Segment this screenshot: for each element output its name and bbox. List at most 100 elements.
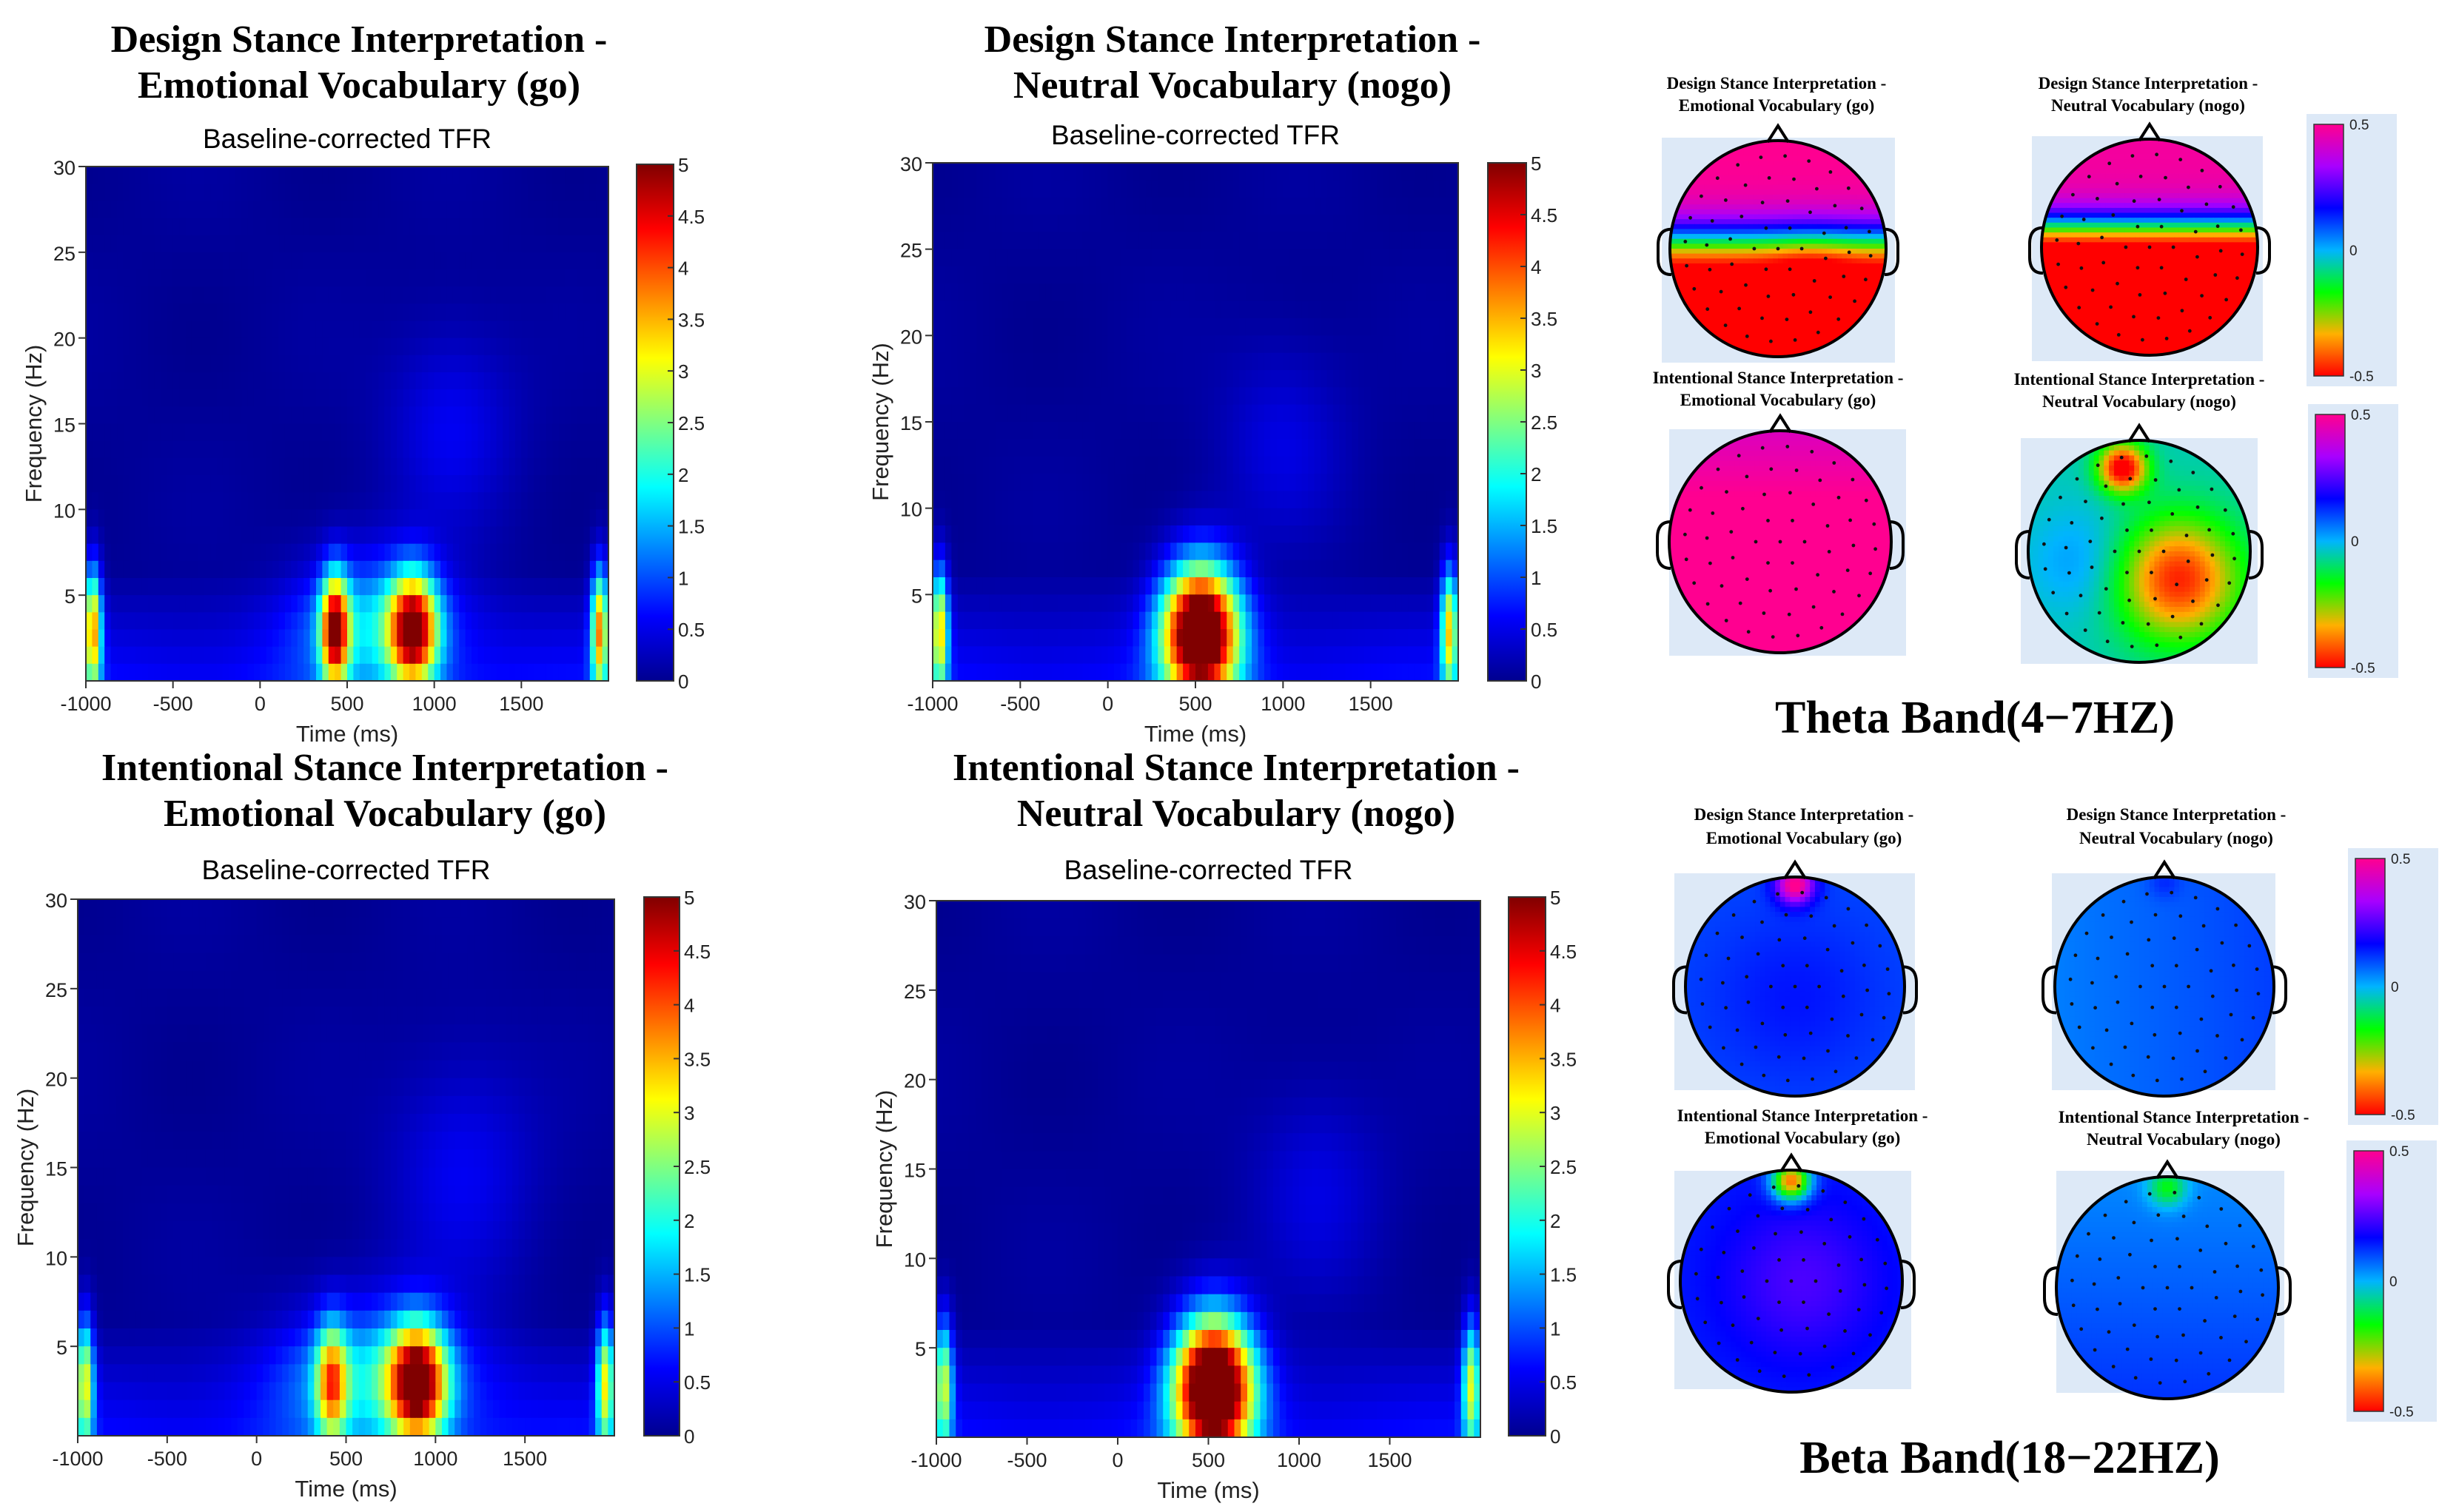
- heatmap-cell: [558, 578, 566, 596]
- heatmap-cell: [446, 218, 454, 236]
- heatmap-cell: [477, 201, 485, 219]
- heatmap-cell: [160, 612, 167, 631]
- heatmap-cell: [982, 594, 990, 613]
- heatmap-cell: [939, 163, 946, 181]
- heatmap-cell: [378, 492, 386, 510]
- heatmap-cell: [558, 543, 566, 562]
- heatmap-cell: [1439, 439, 1446, 457]
- heatmap-cell: [335, 389, 342, 407]
- heatmap-cell: [284, 543, 292, 562]
- heatmap-cell: [1326, 456, 1334, 474]
- heatmap-cell: [1064, 456, 1071, 474]
- heatmap-cell: [353, 663, 360, 682]
- heatmap-cell: [1370, 491, 1378, 509]
- heatmap-cell: [1252, 611, 1259, 630]
- heatmap-cell: [1114, 542, 1121, 561]
- heatmap-cell: [123, 303, 130, 322]
- heatmap-cell: [1426, 404, 1434, 423]
- heatmap-cell: [514, 269, 522, 287]
- heatmap-cell: [534, 646, 541, 665]
- heatmap-cell: [403, 337, 410, 356]
- heatmap-cell: [1020, 197, 1027, 215]
- heatmap-cell: [1164, 266, 1171, 284]
- heatmap-cell: [483, 578, 491, 596]
- heatmap-cell: [185, 218, 192, 236]
- heatmap-cell: [1389, 508, 1397, 526]
- heatmap-cell: [340, 218, 348, 236]
- heatmap-cell: [589, 457, 597, 476]
- heatmap-cell: [440, 303, 448, 322]
- heatmap-cell: [440, 423, 448, 442]
- heatmap-cell: [1264, 318, 1272, 336]
- heatmap-cell: [129, 389, 136, 407]
- heatmap-cell: [1352, 422, 1359, 440]
- heatmap-cell: [167, 595, 174, 613]
- heatmap-cell: [1252, 474, 1259, 491]
- heatmap-cell: [1420, 352, 1428, 371]
- heatmap-cell: [472, 509, 479, 528]
- heatmap-cell: [1058, 491, 1065, 509]
- heatmap-cell: [1289, 300, 1296, 319]
- heatmap-cell: [1446, 266, 1453, 284]
- heatmap-cell: [945, 508, 952, 526]
- heatmap-cell: [98, 184, 105, 201]
- heatmap-cell: [415, 646, 423, 665]
- heatmap-cell: [452, 578, 460, 596]
- heatmap-cell: [328, 184, 335, 201]
- heatmap-cell: [477, 269, 485, 287]
- heatmap-cell: [602, 406, 609, 425]
- heatmap-cell: [1183, 232, 1190, 250]
- heatmap-cell: [1295, 232, 1303, 250]
- heatmap-cell: [434, 218, 441, 236]
- heatmap-cell: [1089, 283, 1096, 302]
- heatmap-cell: [297, 252, 304, 270]
- heatmap-cell: [272, 578, 280, 596]
- heatmap-cell: [1433, 577, 1440, 595]
- heatmap-cell: [1039, 611, 1046, 630]
- heatmap-cell: [260, 252, 267, 270]
- heatmap-cell: [1433, 370, 1440, 388]
- heatmap-cell: [1433, 163, 1440, 181]
- heatmap-cell: [1389, 163, 1397, 181]
- heatmap-cell: [315, 303, 323, 322]
- heatmap-cell: [976, 577, 984, 595]
- heatmap-cell: [1289, 542, 1296, 561]
- heatmap-cell: [540, 595, 547, 613]
- heatmap-cell: [1039, 352, 1046, 371]
- heatmap-cell: [546, 406, 553, 425]
- heatmap-cell: [1239, 629, 1247, 647]
- heatmap-cell: [1151, 508, 1158, 526]
- heatmap-cell: [496, 406, 503, 425]
- heatmap-cell: [1064, 508, 1071, 526]
- heatmap-cell: [1026, 456, 1033, 474]
- heatmap-cell: [1358, 283, 1365, 302]
- heatmap-cell: [110, 389, 118, 407]
- heatmap-cell: [372, 320, 379, 339]
- heatmap-cell: [1013, 456, 1021, 474]
- heatmap-cell: [970, 525, 977, 543]
- heatmap-cell: [148, 337, 155, 356]
- heatmap-cell: [1107, 577, 1115, 595]
- heatmap-cell: [490, 423, 497, 442]
- heatmap-cell: [397, 167, 404, 184]
- heatmap-cell: [309, 406, 317, 425]
- heatmap-cell: [421, 389, 429, 407]
- heatmap-cell: [390, 629, 397, 648]
- heatmap-cell: [1370, 560, 1378, 578]
- heatmap-cell: [415, 492, 423, 510]
- heatmap-cell: [472, 475, 479, 493]
- heatmap-cell: [951, 439, 959, 457]
- heatmap-cell: [1058, 197, 1065, 215]
- heatmap-cell: [222, 389, 229, 407]
- heatmap-cell: [1158, 404, 1165, 423]
- panel-subtitle: Baseline-corrected TFR: [1051, 120, 1340, 150]
- heatmap-cell: [1201, 283, 1209, 302]
- heatmap-cell: [241, 578, 249, 596]
- heatmap-cell: [1446, 249, 1453, 267]
- heatmap-cell: [229, 612, 236, 631]
- heatmap-cell: [1058, 387, 1065, 406]
- heatmap-cell: [1033, 197, 1040, 215]
- heatmap-cell: [1389, 232, 1397, 250]
- heatmap-cell: [340, 578, 348, 596]
- heatmap-cell: [372, 578, 379, 596]
